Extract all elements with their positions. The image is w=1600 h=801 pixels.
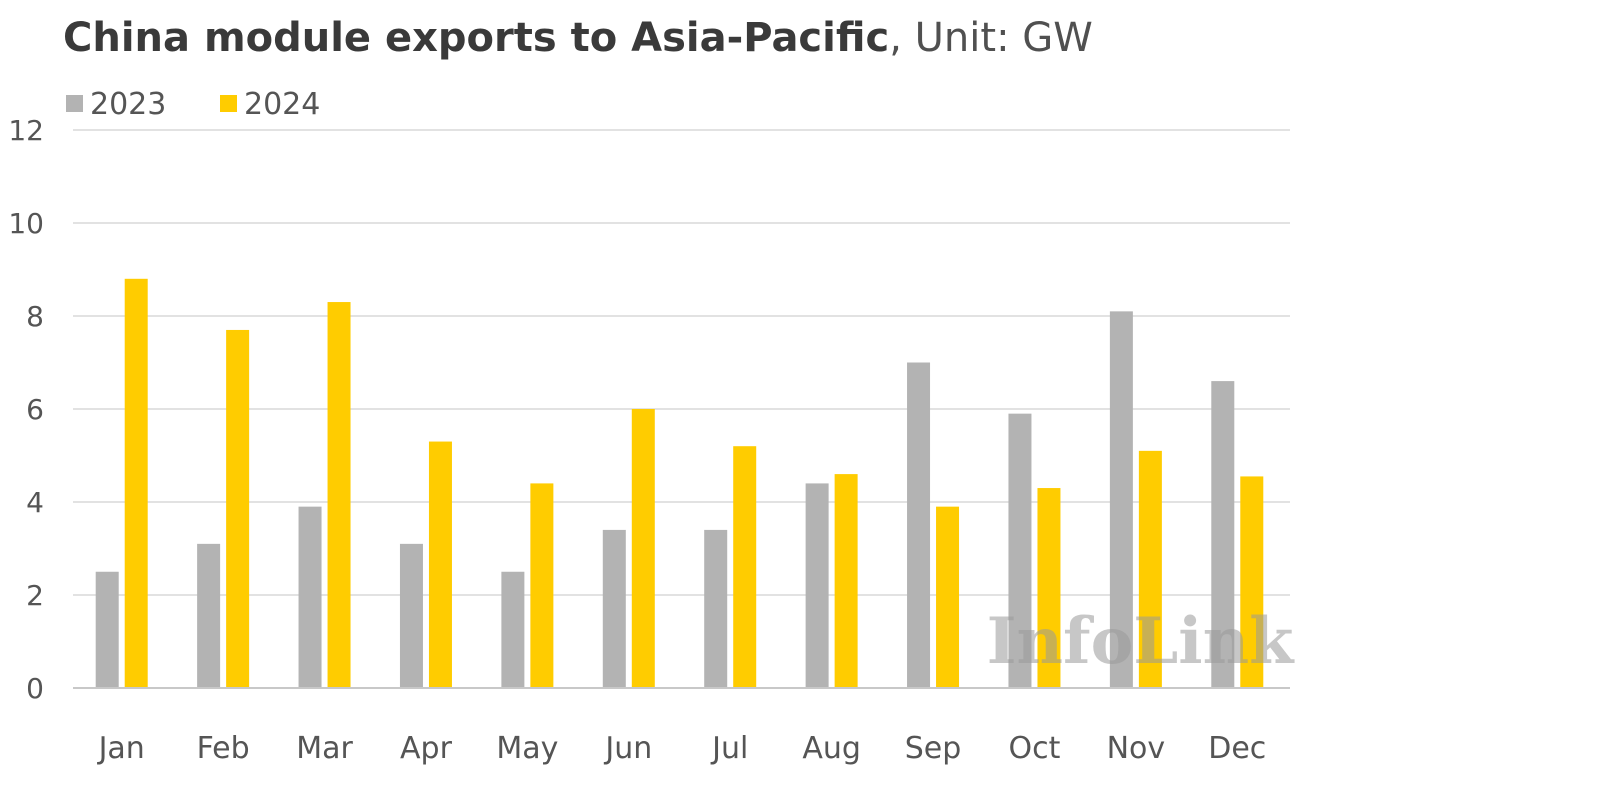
legend-swatch-2024 bbox=[220, 95, 237, 112]
chart-subtitle: Unit: GW bbox=[915, 15, 1093, 61]
y-tick-label: 2 bbox=[26, 579, 44, 612]
x-tick-label-Jun: Jun bbox=[603, 731, 652, 766]
infolink-watermark: InfoLink bbox=[987, 604, 1296, 679]
x-tick-label-May: May bbox=[496, 731, 558, 766]
x-tick-label-Dec: Dec bbox=[1208, 731, 1266, 766]
x-tick-label-Sep: Sep bbox=[905, 731, 962, 766]
bar-2024-Feb bbox=[226, 329, 250, 688]
bar-2024-Jul bbox=[733, 446, 757, 688]
y-axis: 0 2 4 6 8 10 12 bbox=[8, 114, 44, 705]
bar-2024-May bbox=[530, 483, 554, 688]
bar-2023-Aug bbox=[805, 483, 829, 688]
legend-label-2024: 2024 bbox=[244, 87, 320, 122]
bar-2023-Mar bbox=[298, 506, 322, 688]
bar-2023-Nov bbox=[1109, 311, 1133, 688]
chart-title-main: China module exports to Asia-Pacific bbox=[63, 15, 889, 61]
bar-2023-May bbox=[501, 571, 525, 688]
y-tick-label: 0 bbox=[26, 672, 44, 705]
x-axis: Jan Feb Mar Apr May Jun Jul Aug Sep Oct Nov Dec bbox=[73, 687, 1290, 766]
x-tick-label-Aug: Aug bbox=[802, 731, 861, 766]
bar-2023-Jan bbox=[95, 571, 119, 688]
x-tick-label-Jul: Jul bbox=[710, 731, 748, 766]
x-tick-label-Nov: Nov bbox=[1107, 731, 1166, 766]
x-tick-label-Feb: Feb bbox=[197, 731, 250, 766]
bar-2023-Apr bbox=[399, 543, 423, 688]
bar-2024-Dec bbox=[1240, 476, 1264, 688]
chart-legend: 2023 2024 bbox=[66, 87, 320, 122]
bar-2024-Apr bbox=[428, 441, 452, 688]
x-tick-label-Oct: Oct bbox=[1009, 731, 1061, 766]
bar-2023-Jul bbox=[704, 529, 728, 688]
chart-bars bbox=[95, 278, 1264, 688]
legend-swatch-2023 bbox=[66, 95, 83, 112]
x-tick-label-Apr: Apr bbox=[400, 731, 453, 766]
y-tick-label: 10 bbox=[8, 207, 44, 240]
bar-2023-Sep bbox=[907, 362, 931, 688]
bar-2023-Oct bbox=[1008, 413, 1032, 688]
bar-2024-Sep bbox=[936, 506, 960, 688]
x-tick-label-Mar: Mar bbox=[296, 731, 353, 766]
chart-gridlines bbox=[73, 129, 1290, 689]
chart-title: China module exports to Asia-Pacific, Un… bbox=[63, 15, 1093, 61]
y-tick-label: 8 bbox=[26, 300, 44, 333]
y-tick-label: 6 bbox=[26, 393, 44, 426]
legend-label-2023: 2023 bbox=[90, 87, 166, 122]
y-tick-label: 4 bbox=[26, 486, 44, 519]
y-tick-label: 12 bbox=[8, 114, 44, 147]
x-tick-label-Jan: Jan bbox=[97, 731, 145, 766]
chart-title-separator: , bbox=[889, 15, 914, 61]
bar-2023-Feb bbox=[197, 543, 221, 688]
bar-2023-Jun bbox=[602, 529, 626, 688]
bar-2024-Nov bbox=[1138, 450, 1162, 688]
bar-2024-Aug bbox=[834, 474, 858, 688]
bar-2024-Mar bbox=[327, 302, 351, 688]
bar-2024-Jun bbox=[631, 409, 655, 688]
bar-2024-Jan bbox=[124, 278, 148, 688]
bar-2023-Dec bbox=[1211, 381, 1235, 688]
bar-2024-Oct bbox=[1037, 488, 1061, 688]
